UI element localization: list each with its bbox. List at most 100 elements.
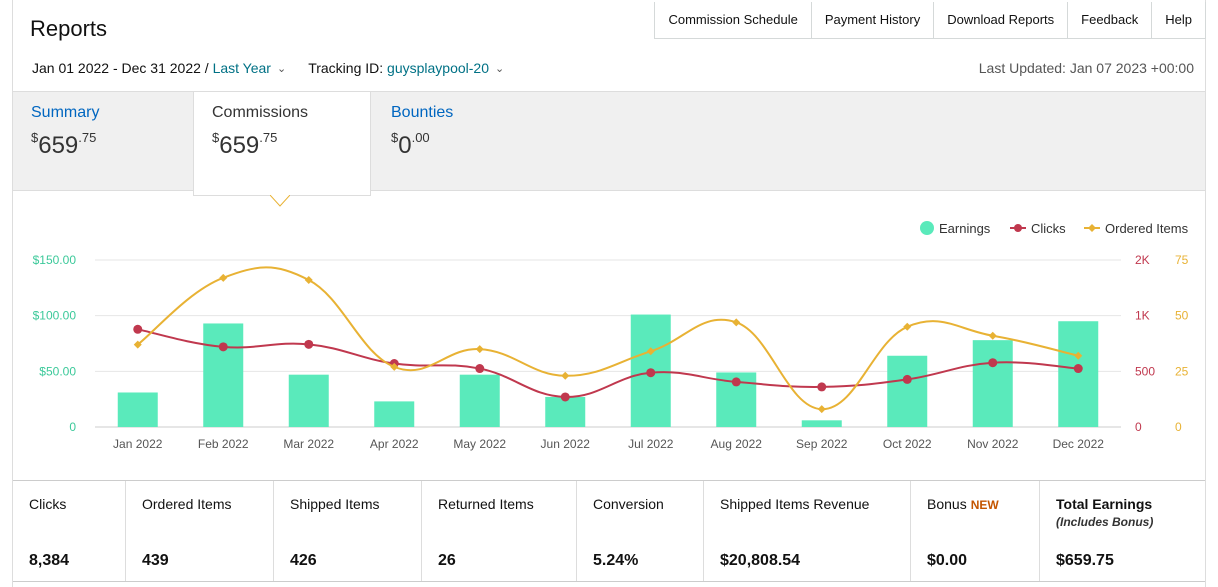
report-filters: Jan 01 2022 - Dec 31 2022 / Last Year ⌄ …	[32, 60, 526, 76]
stat-returned-items: Returned Items 26	[421, 481, 576, 581]
clicks-point	[817, 382, 827, 392]
tab-commissions-label: Commissions	[212, 104, 309, 121]
x-tick-label: Dec 2022	[1053, 437, 1105, 451]
stat-label: Total Earnings	[1056, 496, 1153, 512]
commission-schedule-button[interactable]: Commission Schedule	[668, 12, 798, 27]
ordered-items-point	[988, 331, 997, 340]
earnings-bar	[545, 396, 586, 427]
y-tick-label-items: 25	[1175, 364, 1189, 378]
ordered-items-point	[133, 340, 142, 349]
bounties-amount: $0.00	[391, 130, 430, 159]
earnings-bar	[117, 392, 158, 427]
stat-value: $659.75	[1056, 552, 1114, 569]
stat-label: Shipped Items Revenue	[720, 496, 870, 512]
clicks-point	[731, 377, 741, 387]
y-tick-label-left: $150.00	[33, 253, 77, 267]
earnings-chart: 0 $50.00 $100.00 $150.00 0 500 1K 2K 0 25 50 75 Jan …	[33, 221, 1189, 451]
x-tick-label: Jun 2022	[541, 437, 591, 451]
x-tick-label: Oct 2022	[883, 437, 932, 451]
stat-label: Clicks	[29, 496, 67, 512]
stat-clicks: Clicks 8,384	[13, 481, 125, 581]
earnings-bar	[887, 355, 928, 427]
tab-commissions[interactable]: Commissions $659.75	[193, 92, 371, 196]
x-tick-label: Aug 2022	[711, 437, 763, 451]
payment-history-button[interactable]: Payment History	[810, 2, 933, 38]
chevron-down-icon[interactable]: ⌄	[495, 62, 505, 75]
earnings-bar	[972, 340, 1013, 427]
stat-value: 426	[290, 552, 317, 569]
ordered-items-point	[219, 273, 228, 282]
date-preset-dropdown[interactable]: Last Year	[212, 60, 271, 76]
legend-ordered-label: Ordered Items	[1105, 221, 1189, 236]
stat-label: Conversion	[593, 496, 664, 512]
clicks-point	[218, 342, 228, 352]
tab-summary[interactable]: Summary $659.75	[13, 92, 193, 192]
clicks-line	[137, 328, 1079, 398]
legend-earnings-label: Earnings	[939, 221, 991, 236]
ordered-items-point	[390, 362, 399, 371]
tracking-id-label: Tracking ID:	[308, 60, 384, 76]
clicks-point	[560, 392, 570, 402]
stat-label: Ordered Items	[142, 496, 232, 512]
stat-value: 8,384	[29, 552, 70, 569]
feedback-button[interactable]: Feedback	[1067, 2, 1151, 38]
legend-ordered-swatch	[1088, 224, 1096, 232]
x-tick-label: Mar 2022	[283, 437, 334, 451]
clicks-point	[304, 339, 314, 349]
stat-shipped-items: Shipped Items 426	[273, 481, 421, 581]
help-button[interactable]: Help	[1151, 2, 1205, 38]
legend-earnings-swatch	[920, 221, 934, 235]
stat-value: $0.00	[927, 552, 968, 569]
summary-amount: $659.75	[31, 130, 97, 159]
report-frame	[12, 0, 1206, 587]
download-reports-button[interactable]: Download Reports	[933, 2, 1067, 38]
chevron-down-icon[interactable]: ⌄	[276, 62, 287, 75]
earnings-bar	[374, 401, 415, 427]
y-tick-label-clicks: 500	[1135, 364, 1155, 378]
stat-shipped-items-revenue: Shipped Items Revenue $20,808.54	[703, 481, 910, 581]
ordered-items-point	[561, 371, 570, 380]
tab-bounties[interactable]: Bounties $0.00	[373, 92, 553, 192]
ordered-items-point	[817, 405, 826, 414]
last-updated: Last Updated: Jan 07 2023 +00:00	[978, 60, 1194, 76]
clicks-point	[133, 324, 143, 334]
y-tick-label-items: 50	[1175, 309, 1189, 323]
x-tick-label: Jul 2022	[628, 437, 674, 451]
earnings-bar	[288, 374, 329, 427]
report-tabs: Summary $659.75 Commissions $659.75 Boun…	[13, 91, 1205, 196]
legend-clicks-label: Clicks	[1031, 221, 1066, 236]
tracking-id-dropdown[interactable]: guysplaypool-20	[387, 60, 489, 76]
tab-summary-label: Summary	[31, 104, 100, 121]
ordered-items-point	[903, 322, 912, 331]
y-tick-label-left: $100.00	[33, 309, 77, 323]
x-tick-label: Nov 2022	[967, 437, 1019, 451]
earnings-bar	[203, 323, 244, 427]
earnings-bar	[801, 420, 842, 427]
y-tick-label-items: 75	[1175, 253, 1189, 267]
new-badge: NEW	[970, 498, 999, 512]
stats-row: Clicks 8,384 Ordered Items 439 Shipped I…	[13, 480, 1205, 582]
y-tick-label-clicks: 1K	[1135, 309, 1150, 323]
legend-clicks-swatch	[1014, 224, 1022, 232]
stat-value: 26	[438, 552, 456, 569]
x-tick-label: Apr 2022	[370, 437, 419, 451]
page-title: Reports	[30, 16, 108, 41]
tab-bounties-label: Bounties	[391, 104, 454, 121]
clicks-point	[475, 364, 485, 374]
date-range-text: Jan 01 2022 - Dec 31 2022 /	[32, 60, 209, 76]
stat-ordered-items: Ordered Items 439	[125, 481, 273, 581]
y-tick-label-clicks: 2K	[1135, 253, 1150, 267]
ordered-items-point	[1074, 351, 1083, 360]
x-tick-label: Feb 2022	[198, 437, 249, 451]
stat-label: Bonus NEW	[927, 496, 999, 512]
active-tab-caret-icon	[270, 195, 290, 207]
clicks-point	[902, 374, 912, 384]
y-tick-label-clicks: 0	[1135, 420, 1142, 434]
stat-label: Shipped Items	[290, 496, 380, 512]
stat-bonus: Bonus NEW $0.00	[910, 481, 1039, 581]
x-tick-label: May 2022	[453, 437, 506, 451]
y-tick-label-left: 0	[69, 420, 76, 434]
stat-total-earnings: Total Earnings (Includes Bonus) $659.75	[1039, 481, 1205, 581]
top-nav: Commission Schedule Payment History Down…	[654, 2, 1206, 39]
x-tick-label: Sep 2022	[796, 437, 848, 451]
